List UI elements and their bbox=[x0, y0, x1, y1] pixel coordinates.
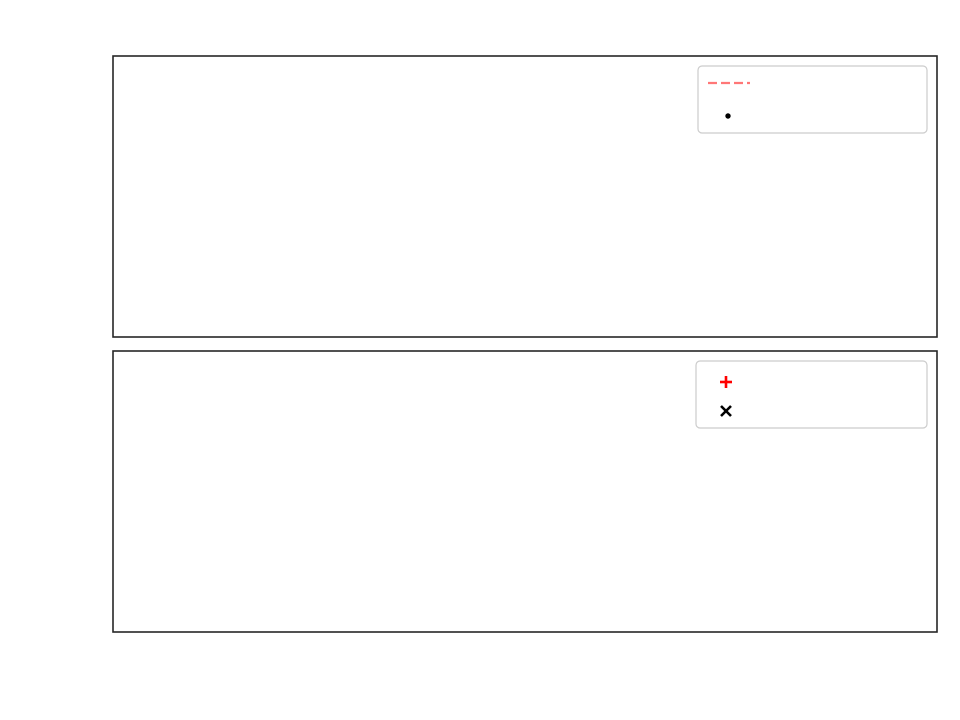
legend-measurements-swatch bbox=[725, 113, 731, 119]
top-legend-box bbox=[697, 65, 928, 134]
bottom-axes-frame bbox=[112, 350, 938, 633]
legend-matched-swatch bbox=[720, 376, 732, 388]
count-panel bbox=[112, 350, 938, 633]
bottom-legend bbox=[695, 360, 928, 429]
bottom-legend-box bbox=[695, 360, 928, 429]
ratio-panel bbox=[112, 55, 938, 338]
top-axes-frame bbox=[112, 55, 938, 338]
legend-predicted-swatch bbox=[720, 405, 732, 417]
top-legend bbox=[697, 65, 928, 134]
